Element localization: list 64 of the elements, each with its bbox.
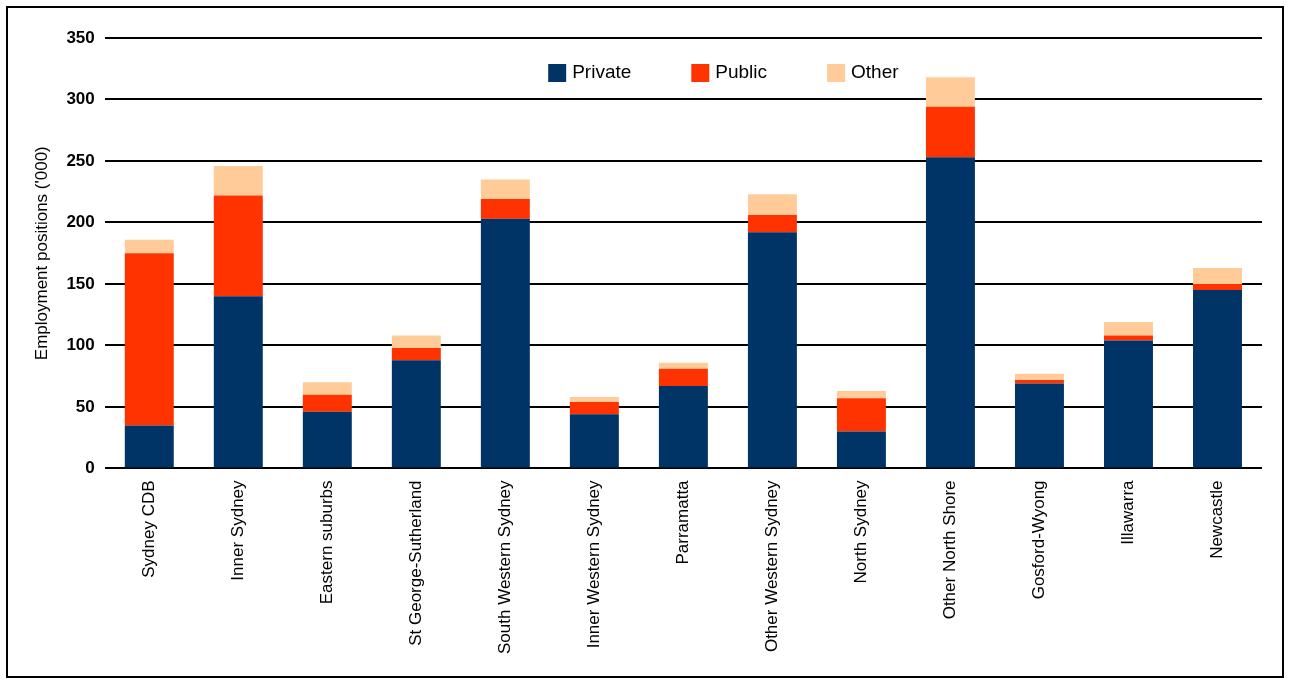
x-tick-label: Inner Sydney: [227, 479, 247, 581]
x-tick-label: Newcastle: [1207, 480, 1227, 559]
y-axis-title: Employment positions ('000): [31, 146, 51, 361]
bar: [1014, 379, 1064, 384]
bar: [391, 360, 441, 468]
y-tick-label: 0: [85, 458, 95, 478]
y-tick-label: 50: [75, 396, 95, 416]
bar: [1014, 383, 1064, 468]
bar: [658, 368, 708, 387]
bar: [836, 398, 886, 432]
legend-label: Other: [851, 61, 900, 83]
bar: [124, 239, 174, 254]
bar: [391, 335, 441, 348]
bar: [480, 199, 530, 219]
x-tick-label: St George-Sutherland: [406, 480, 426, 646]
bar: [836, 390, 886, 399]
y-tick-label: 200: [66, 212, 95, 232]
bar: [213, 296, 263, 468]
bar: [302, 411, 352, 468]
x-tick-label: Eastern suburbs: [317, 480, 336, 605]
bar: [569, 414, 619, 468]
y-tick-label: 300: [66, 89, 95, 109]
bar: [747, 232, 797, 468]
bar: [391, 347, 441, 361]
bar: [1103, 335, 1153, 341]
x-tick-label: Other Western Sydney: [762, 479, 782, 653]
x-tick-label: Gosford-Wyong: [1029, 480, 1049, 600]
bar: [569, 397, 619, 403]
x-tick-label: Parramatta: [673, 479, 693, 565]
bar: [1193, 283, 1242, 291]
bar: [747, 215, 797, 233]
bar: [124, 425, 174, 468]
bar: [213, 165, 263, 196]
bar: [925, 106, 975, 158]
bar: [302, 382, 352, 395]
bar: [658, 362, 708, 369]
x-tick-label: Illawarra: [1118, 479, 1138, 545]
x-tick-label: South Western Sydney: [495, 479, 515, 654]
bar: [124, 253, 174, 426]
bar: [658, 386, 708, 468]
bar: [302, 394, 352, 412]
legend-label: Public: [715, 61, 768, 83]
bar: [480, 218, 530, 468]
y-tick-label: 350: [66, 27, 95, 47]
bar: [1193, 290, 1242, 468]
bar: [1103, 340, 1153, 468]
bar: [1193, 267, 1242, 284]
bar: [1014, 373, 1064, 380]
bar: [569, 402, 619, 415]
y-tick-label: 250: [66, 150, 95, 170]
bar: [480, 179, 530, 200]
y-tick-label: 150: [66, 273, 95, 293]
bar: [836, 431, 886, 468]
x-tick-label: Inner Western Sydney: [584, 479, 604, 649]
x-tick-label: Sydney CDB: [138, 480, 158, 578]
bar: [747, 194, 797, 216]
legend-label: Private: [572, 61, 632, 83]
bar: [213, 195, 263, 297]
bar: [925, 77, 975, 107]
x-tick-label: North Sydney: [851, 479, 871, 584]
bar: [1103, 322, 1153, 336]
bar: [925, 157, 975, 468]
y-tick-label: 100: [66, 335, 95, 355]
x-tick-label: Other North Shore: [940, 480, 960, 620]
